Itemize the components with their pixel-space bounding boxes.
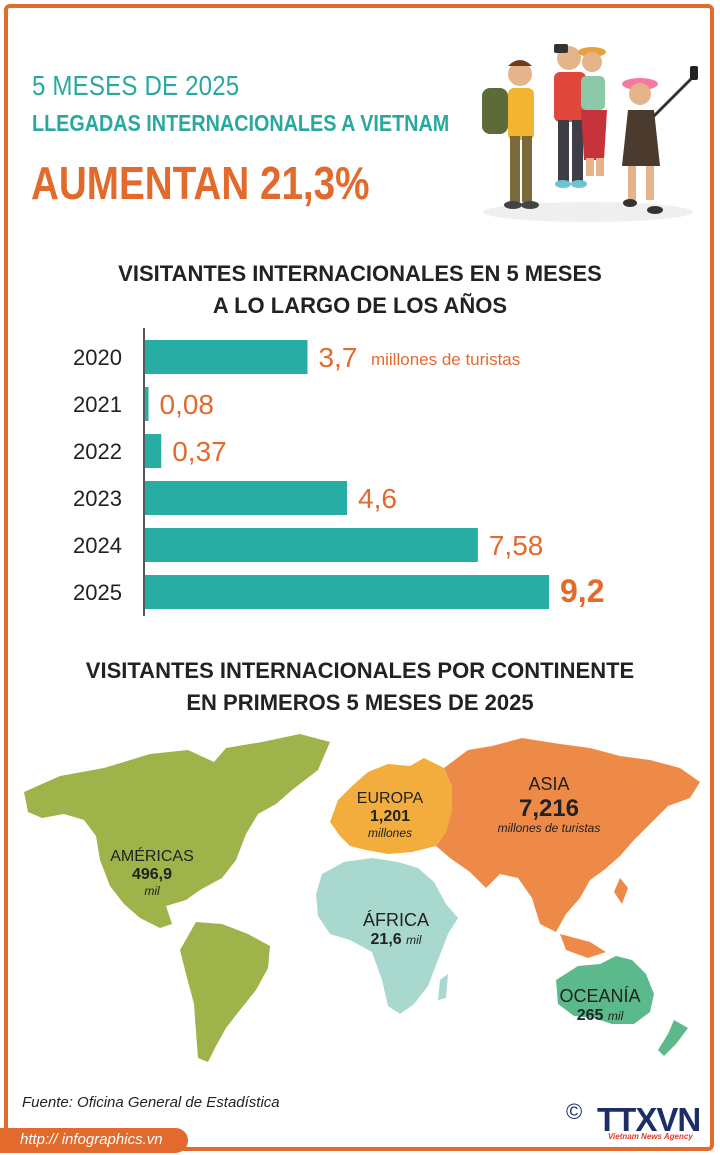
bar-2021 (145, 387, 149, 421)
bar-chart-title-line2: A LO LARGO DE LOS AÑOS (212, 293, 508, 318)
bar-value-label-2025: 9,2 (560, 573, 604, 609)
region-africa-shape (316, 858, 458, 1014)
region-asia-shape (436, 738, 700, 932)
map-title: VISITANTES INTERNACIONALES POR CONTINENT… (0, 655, 720, 719)
label-asia-value: 7,216 (518, 794, 580, 822)
bar-2023 (145, 481, 347, 515)
bar-category-2020: 2020 (73, 345, 122, 370)
map-title-line1: VISITANTES INTERNACIONALES POR CONTINENT… (85, 658, 635, 683)
region-americas-shape (24, 734, 330, 1062)
header-headline: AUMENTAN 21,3% (31, 157, 370, 209)
footer-url[interactable]: http:// infographics.vn (20, 1131, 163, 1148)
label-africa-name: ÁFRICA (362, 910, 429, 930)
bar-chart-title: VISITANTES INTERNACIONALES EN 5 MESES A … (0, 258, 720, 322)
bar-category-2022: 2022 (73, 439, 122, 464)
label-americas-value: 496,9 (131, 866, 173, 884)
bar-2024 (145, 528, 478, 562)
bar-chart: 2020 3,7 miillones de turistas 2021 0,08 2022… (73, 328, 604, 616)
label-americas-name: AMÉRICAS (110, 848, 194, 865)
label-oceania-unit: mil (607, 1008, 624, 1023)
label-africa-unit: mil (406, 932, 422, 947)
ttxvn-logo-subtitle: Vietnam News Agency (608, 1132, 693, 1141)
label-oceania-value: 265 (576, 1006, 604, 1024)
label-europe: EUROPA 1,201 millones (330, 790, 450, 841)
label-asia: ASIA 7,216 millones de turistas (474, 774, 624, 836)
world-map (24, 734, 700, 1062)
bar-value-label-2021: 0,08 (160, 389, 215, 420)
bar-chart-title-line1: VISITANTES INTERNACIONALES EN 5 MESES (118, 261, 602, 286)
bar-2020 (145, 340, 308, 374)
ttxvn-logo: TTXVN (597, 1101, 701, 1138)
bar-value-label-2020: 3,7 (318, 342, 357, 373)
bar-2025 (145, 575, 549, 609)
label-americas-unit: mil (144, 883, 160, 898)
label-africa: ÁFRICA 21,6 mil (336, 910, 456, 949)
copyright-icon: © (566, 1099, 583, 1124)
map-title-line2: EN PRIMEROS 5 MESES DE 2025 (186, 690, 534, 715)
bar-value-label-2022: 0,37 (172, 436, 227, 467)
label-europe-unit: millones (367, 825, 412, 840)
label-oceania: OCEANÍA 265 mil (540, 986, 660, 1025)
label-oceania-name: OCEANÍA (559, 986, 641, 1006)
label-asia-name: ASIA (528, 774, 570, 794)
header-period: 5 MESES DE 2025 (32, 70, 240, 101)
bar-category-2023: 2023 (73, 486, 122, 511)
source-note: Fuente: Oficina General de Estadística (22, 1094, 280, 1111)
bar-category-2024: 2024 (73, 533, 122, 558)
header-subtitle: LLEGADAS INTERNACIONALES A VIETNAM (32, 110, 450, 136)
region-europe-shape (330, 758, 452, 854)
region-oceania-shape (556, 956, 654, 1024)
bar-unit-label: miillones de turistas (371, 350, 520, 369)
bar-value-label-2023: 4,6 (358, 483, 397, 514)
bar-value-label-2024: 7,58 (489, 530, 543, 561)
bar-2022 (145, 434, 162, 468)
label-asia-unit: millones de turistas (497, 821, 601, 836)
tourists-illustration (482, 44, 698, 222)
footer-url-bar: http:// infographics.vn (0, 1128, 188, 1153)
label-americas: AMÉRICAS 496,9 mil (92, 848, 212, 899)
bar-category-2021: 2021 (73, 392, 122, 417)
label-europe-name: EUROPA (356, 790, 424, 807)
label-africa-value: 21,6 (370, 930, 402, 948)
page-border (4, 4, 714, 1151)
bar-category-2025: 2025 (73, 580, 122, 605)
label-europe-value: 1,201 (369, 808, 411, 826)
